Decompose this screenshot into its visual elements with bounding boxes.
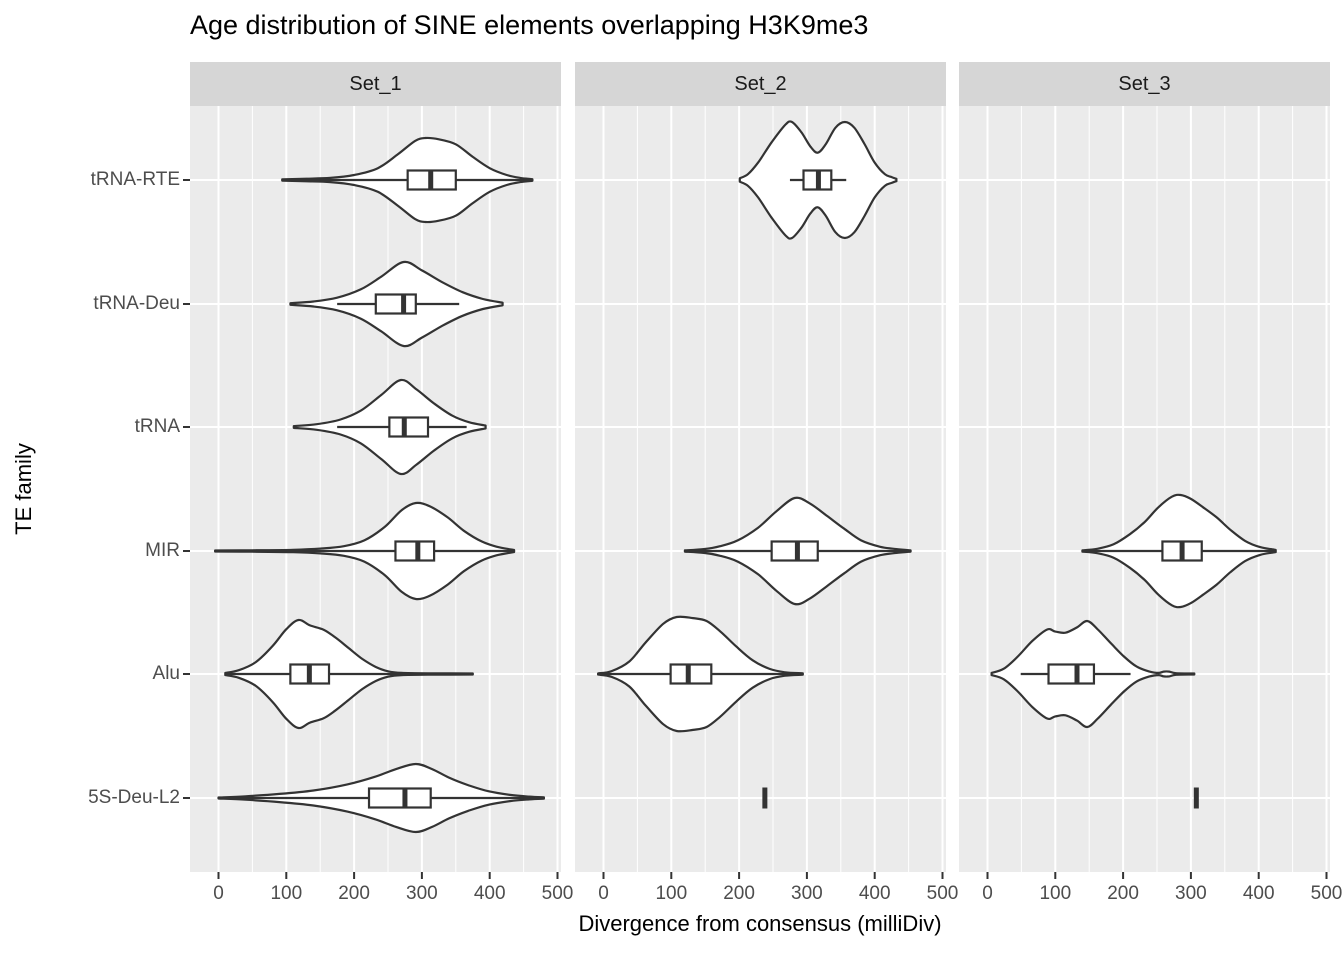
x-tick-label: 500 bbox=[927, 883, 959, 904]
box bbox=[374, 293, 417, 315]
x-tick-label: 400 bbox=[1243, 883, 1275, 904]
x-tick-label: 300 bbox=[791, 883, 823, 904]
median bbox=[428, 170, 434, 190]
panel-Set_2 bbox=[575, 106, 946, 872]
y-tick-label: 5S-Deu-L2 bbox=[88, 787, 180, 808]
x-tick-label: 100 bbox=[1039, 883, 1071, 904]
facet-strip-set2: Set_2 bbox=[575, 62, 946, 106]
x-tick-label: 0 bbox=[598, 883, 609, 904]
median bbox=[815, 170, 821, 190]
x-tick-label: 300 bbox=[406, 883, 438, 904]
median bbox=[401, 294, 407, 314]
facet-strip-set1: Set_1 bbox=[190, 62, 561, 106]
facet-strip-set3: Set_3 bbox=[959, 62, 1330, 106]
x-tick-label: 400 bbox=[474, 883, 506, 904]
degenerate-violin-5S-Deu-L2 bbox=[762, 787, 768, 809]
x-tick-label: 200 bbox=[338, 883, 370, 904]
median bbox=[1074, 664, 1080, 684]
x-tick-label: 200 bbox=[1107, 883, 1139, 904]
x-tick-label: 500 bbox=[542, 883, 574, 904]
y-tick-label: MIR bbox=[145, 540, 180, 561]
x-tick-label: 400 bbox=[859, 883, 891, 904]
x-tick-label: 0 bbox=[213, 883, 224, 904]
y-axis-title: TE family bbox=[11, 443, 36, 535]
median bbox=[685, 664, 691, 684]
box bbox=[388, 416, 430, 438]
box bbox=[394, 540, 436, 562]
y-tick-label: Alu bbox=[152, 663, 180, 684]
degenerate-violin-5S-Deu-L2 bbox=[1193, 787, 1199, 809]
x-tick-label: 0 bbox=[982, 883, 993, 904]
box bbox=[367, 787, 432, 809]
median bbox=[415, 541, 421, 561]
box bbox=[1047, 663, 1096, 685]
x-tick-label: 300 bbox=[1175, 883, 1207, 904]
x-tick-label: 100 bbox=[270, 883, 302, 904]
panel-Set_1 bbox=[190, 106, 561, 872]
box bbox=[770, 540, 819, 562]
median bbox=[1179, 541, 1185, 561]
x-tick-label: 200 bbox=[723, 883, 755, 904]
y-tick-label: tRNA bbox=[134, 416, 180, 437]
y-tick-label: tRNA-Deu bbox=[93, 293, 180, 314]
panel-Set_3 bbox=[959, 106, 1330, 872]
x-axis-title: Divergence from consensus (milliDiv) bbox=[578, 911, 942, 936]
median bbox=[306, 664, 312, 684]
x-tick-label: 500 bbox=[1311, 883, 1343, 904]
median bbox=[402, 788, 408, 808]
plot-title: Age distribution of SINE elements overla… bbox=[190, 10, 869, 40]
y-tick-label: tRNA-RTE bbox=[90, 169, 180, 190]
x-tick-label: 100 bbox=[655, 883, 687, 904]
median bbox=[401, 417, 407, 437]
box bbox=[669, 663, 713, 685]
median bbox=[794, 541, 800, 561]
